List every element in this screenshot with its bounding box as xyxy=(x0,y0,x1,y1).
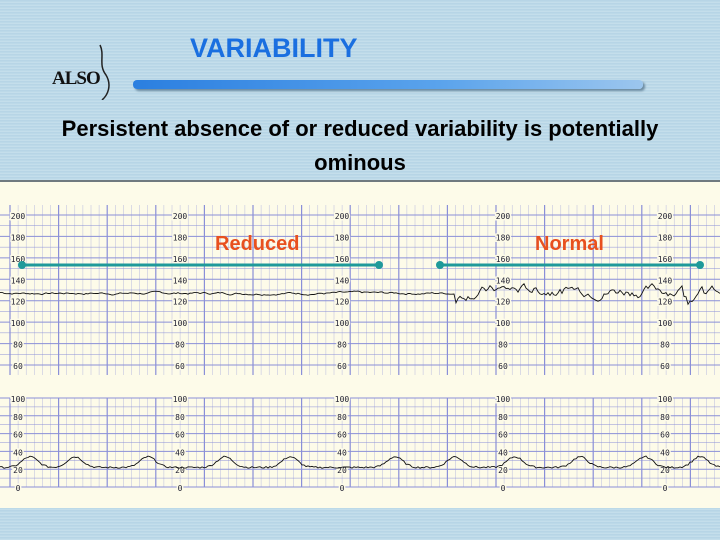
fhr-tick-label: 200 xyxy=(496,212,511,221)
uc-tick-label: 0 xyxy=(501,484,506,493)
fhr-tick-label: 120 xyxy=(496,298,511,307)
fhr-tick-label: 100 xyxy=(173,319,188,328)
logo-text: ALSO xyxy=(52,68,101,89)
page-title: VARIABILITY xyxy=(190,33,358,63)
fhr-tick-label: 60 xyxy=(337,362,347,371)
fhr-tick-label: 60 xyxy=(175,362,185,371)
fhr-tick-label: 140 xyxy=(496,276,511,285)
fhr-tick-label: 60 xyxy=(498,362,508,371)
fhr-tick-label: 120 xyxy=(173,298,188,307)
uc-tick-label: 40 xyxy=(13,448,23,457)
uc-tick-label: 100 xyxy=(496,395,511,404)
uc-tick-label: 0 xyxy=(178,484,183,493)
uc-tick-label: 20 xyxy=(498,466,508,475)
fhr-tick-label: 160 xyxy=(658,255,673,264)
uc-tick-label: 40 xyxy=(337,448,347,457)
tracing-graph: 2001801601401201008060100806040200200180… xyxy=(0,205,720,495)
uc-tick-label: 40 xyxy=(498,448,508,457)
marker-endpoint xyxy=(436,261,444,269)
uc-tick-label: 100 xyxy=(658,395,673,404)
fhr-tick-label: 160 xyxy=(173,255,188,264)
fhr-tick-label: 160 xyxy=(335,255,350,264)
fhr-tick-label: 60 xyxy=(13,362,23,371)
uc-tick-label: 20 xyxy=(660,466,670,475)
fhr-tick-label: 140 xyxy=(335,276,350,285)
footer-strip xyxy=(0,508,720,540)
reduced-label: Reduced xyxy=(215,233,300,255)
fhr-tick-label: 200 xyxy=(335,212,350,221)
fhr-tick-label: 120 xyxy=(658,298,673,307)
fhr-tick-label: 200 xyxy=(658,212,673,221)
uc-trace xyxy=(0,455,720,469)
fhr-tick-label: 80 xyxy=(13,341,23,350)
fetal-heart-tracing: 200 180 160 140 120 100 80 60 100 80 60 40 20 0 200 180… xyxy=(0,180,720,508)
fhr-tick-label: 160 xyxy=(496,255,511,264)
uc-tick-label: 0 xyxy=(663,484,668,493)
uc-tick-label: 60 xyxy=(660,431,670,440)
uc-tick-label: 80 xyxy=(660,413,670,422)
uc-tick-label: 60 xyxy=(498,431,508,440)
title-underline xyxy=(133,80,643,89)
fhr-tick-label: 60 xyxy=(660,362,670,371)
uc-tick-label: 80 xyxy=(498,413,508,422)
fhr-tick-label: 180 xyxy=(335,233,350,242)
fhr-tick-label: 100 xyxy=(335,319,350,328)
uc-tick-label: 80 xyxy=(337,413,347,422)
uc-tick-label: 40 xyxy=(175,448,185,457)
fhr-tick-label: 80 xyxy=(498,341,508,350)
fhr-tick-label: 80 xyxy=(175,341,185,350)
uc-tick-label: 40 xyxy=(660,448,670,457)
fhr-tick-label: 140 xyxy=(173,276,188,285)
uc-tick-label: 60 xyxy=(175,431,185,440)
uc-tick-label: 60 xyxy=(337,431,347,440)
marker-endpoint xyxy=(696,261,704,269)
fhr-tick-label: 200 xyxy=(173,212,188,221)
subtitle: Persistent absence of or reduced variabi… xyxy=(61,116,659,175)
fhr-tick-label: 80 xyxy=(337,341,347,350)
fhr-tick-label: 100 xyxy=(11,319,26,328)
uc-tick-label: 100 xyxy=(335,395,350,404)
fhr-tick-label: 140 xyxy=(11,276,26,285)
normal-label: Normal xyxy=(535,233,604,255)
fhr-trace xyxy=(0,283,720,306)
fhr-tick-label: 200 xyxy=(11,212,26,221)
uc-tick-label: 80 xyxy=(175,413,185,422)
uc-tick-label: 100 xyxy=(11,395,26,404)
marker-endpoint xyxy=(18,261,26,269)
fhr-tick-label: 140 xyxy=(658,276,673,285)
fhr-tick-label: 180 xyxy=(11,233,26,242)
uc-tick-label: 100 xyxy=(173,395,188,404)
fhr-tick-label: 120 xyxy=(11,298,26,307)
uc-tick-label: 60 xyxy=(13,431,23,440)
fhr-tick-label: 100 xyxy=(658,319,673,328)
uc-tick-label: 80 xyxy=(13,413,23,422)
marker-endpoint xyxy=(375,261,383,269)
uc-tick-label: 0 xyxy=(16,484,21,493)
fhr-tick-label: 120 xyxy=(335,298,350,307)
logo-swoosh-icon xyxy=(99,44,110,101)
fhr-tick-label: 80 xyxy=(660,341,670,350)
fhr-tick-label: 100 xyxy=(496,319,511,328)
uc-tick-label: 0 xyxy=(340,484,345,493)
also-logo: ALSO xyxy=(50,40,120,101)
fhr-tick-label: 180 xyxy=(173,233,188,242)
fhr-tick-label: 180 xyxy=(496,233,511,242)
uc-tick-label: 20 xyxy=(13,466,23,475)
fhr-tick-label: 180 xyxy=(658,233,673,242)
